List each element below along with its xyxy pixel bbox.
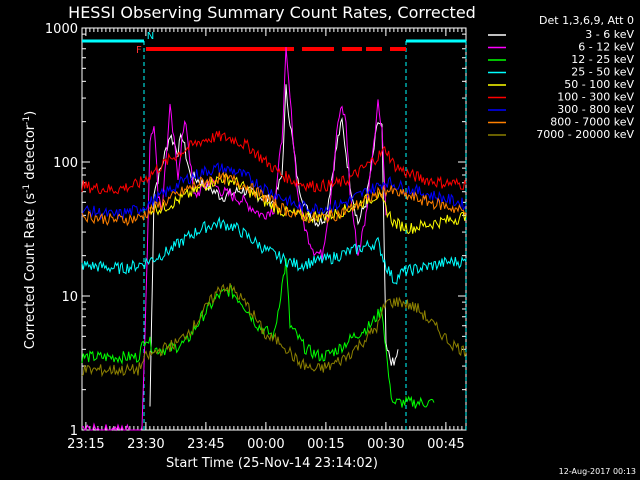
series-line (81, 171, 467, 227)
y-axis-label-end: ) (23, 111, 38, 116)
legend-entry: 12 - 25 keV (571, 53, 634, 66)
red-label: F (136, 45, 142, 56)
y-tick-label: 1 (70, 424, 78, 439)
series-layer (81, 47, 467, 432)
series-line (81, 283, 467, 378)
y-axis-label-mid: detector (23, 124, 38, 184)
axes-frame (81, 27, 467, 431)
legend-entry: 50 - 100 keV (564, 78, 634, 91)
x-axis-label: Start Time (25-Nov-14 23:14:02) (166, 456, 378, 471)
y-axis-label-sup2: -1 (22, 116, 32, 125)
legend-entry: 25 - 50 keV (571, 66, 634, 79)
y-axis-label: Corrected Count Rate (s-1 detector-1) (22, 111, 38, 349)
series-line (81, 130, 467, 195)
y-tick-label: 1000 (45, 22, 78, 37)
chart-title: HESSI Observing Summary Count Rates, Cor… (68, 3, 476, 22)
legend-entry: 3 - 6 keV (585, 28, 634, 41)
legend-entry: 300 - 800 keV (557, 103, 634, 116)
series-line (81, 258, 435, 409)
legend-header: Det 1,3,6,9, Att 0 (539, 14, 634, 27)
x-tick-label: 00:00 (247, 437, 284, 452)
legend-entry: 100 - 300 keV (557, 91, 634, 104)
annotation-bars: NF (82, 31, 467, 430)
series-line (81, 47, 387, 432)
y-tick-label: 100 (53, 156, 78, 171)
legend-entry: 6 - 12 keV (578, 41, 634, 54)
cyan-label: N (147, 31, 154, 42)
y-axis-label-sup1: -1 (22, 184, 32, 193)
series-line (81, 162, 467, 221)
x-tick-label: 23:30 (127, 437, 164, 452)
plot-frame (81, 27, 467, 431)
x-tick-label: 23:15 (67, 437, 104, 452)
y-tick-label: 10 (61, 290, 78, 305)
footer-date: 12-Aug-2017 00:13 (559, 467, 636, 476)
x-tick-label: 23:45 (187, 437, 224, 452)
legend-entry: 800 - 7000 keV (550, 116, 634, 129)
y-axis-label-main: Corrected Count Rate (s (23, 193, 38, 350)
series-line (149, 172, 467, 235)
x-tick-label: 00:30 (367, 437, 404, 452)
series-line (81, 216, 467, 285)
x-tick-label: 00:15 (307, 437, 344, 452)
axis-ticks: 1 10 100 1000 23:15 23:30 23:45 00:00 00:15 00:30… (45, 22, 467, 452)
legend-entry: 7000 - 20000 keV (536, 128, 634, 141)
x-tick-label: 00:45 (427, 437, 464, 452)
